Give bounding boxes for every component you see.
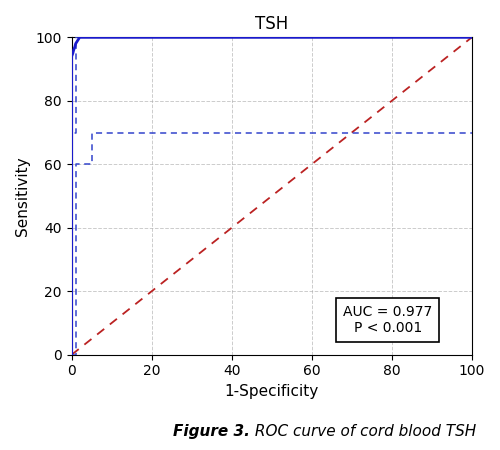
Text: ROC curve of cord blood TSH: ROC curve of cord blood TSH — [250, 424, 476, 439]
Text: Figure 3.: Figure 3. — [173, 424, 250, 439]
Text: AUC = 0.977
P < 0.001: AUC = 0.977 P < 0.001 — [343, 305, 432, 335]
Y-axis label: Sensitivity: Sensitivity — [15, 156, 30, 236]
X-axis label: 1-Specificity: 1-Specificity — [224, 384, 319, 399]
Title: TSH: TSH — [255, 15, 288, 33]
